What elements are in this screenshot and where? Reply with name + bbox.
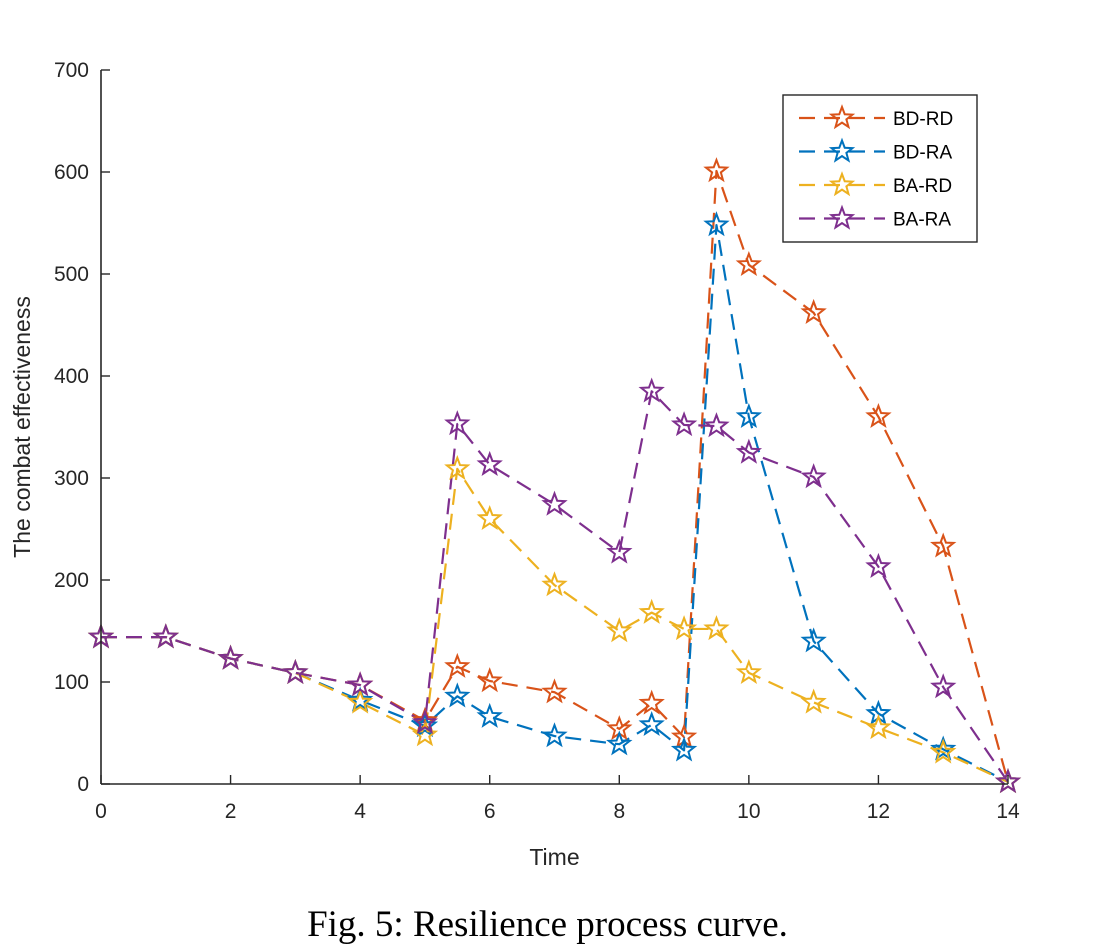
data-point-bd-ra xyxy=(476,702,503,728)
line-chart: 0 2 4 6 8 10 12 14 0 100 200 300 400 500 600 700 Time T… xyxy=(9,59,1022,870)
data-point-ba-ra xyxy=(152,623,179,649)
series-line-ba-ra xyxy=(101,390,1009,783)
x-tick-label: 8 xyxy=(613,800,625,823)
series-lines xyxy=(101,169,1010,783)
data-point-bd-rd xyxy=(865,402,892,429)
data-point-bd-ra xyxy=(800,627,827,653)
legend: BD-RD BD-RA BA-RD BA-RA xyxy=(782,94,978,243)
legend-marker-ba-ra xyxy=(828,204,856,230)
data-point-ba-ra xyxy=(346,671,374,697)
data-point-ba-rd xyxy=(865,714,892,740)
x-tick-label: 10 xyxy=(737,800,760,823)
data-point-bd-ra xyxy=(444,682,471,708)
data-point-ba-rd xyxy=(411,721,439,747)
x-tick-label: 6 xyxy=(484,800,496,823)
figure-caption: Fig. 5: Resilience process curve. xyxy=(307,904,788,945)
y-tick-label: 400 xyxy=(54,365,89,388)
data-point-ba-rd xyxy=(476,504,503,531)
x-tick-label: 14 xyxy=(996,800,1020,823)
data-point-ba-rd xyxy=(541,571,568,597)
data-point-ba-ra xyxy=(865,552,892,578)
data-point-ba-rd xyxy=(703,615,730,641)
series-line-bd-rd xyxy=(101,169,1010,783)
data-point-ba-rd xyxy=(606,617,633,643)
legend-label-ba-rd: BA-RD xyxy=(893,176,952,197)
data-point-ba-ra xyxy=(217,644,244,670)
y-tick-label: 0 xyxy=(77,773,89,796)
data-point-ba-ra xyxy=(476,450,503,476)
data-point-bd-rd xyxy=(638,689,665,715)
legend-marker-bd-rd xyxy=(828,104,856,130)
data-point-ba-rd xyxy=(444,454,471,481)
data-point-ba-rd xyxy=(346,688,374,714)
y-tick-label: 500 xyxy=(54,263,89,286)
data-point-ba-ra xyxy=(703,412,730,438)
data-point-bd-rd xyxy=(476,667,503,693)
legend-marker-bd-ra xyxy=(828,137,856,163)
data-point-bd-ra xyxy=(930,735,957,761)
data-point-bd-ra xyxy=(670,736,698,762)
data-point-ba-rd xyxy=(800,688,827,714)
data-point-ba-ra xyxy=(670,411,698,437)
data-point-ba-ra xyxy=(638,377,665,403)
data-point-ba-ra xyxy=(994,768,1022,794)
data-point-bd-rd xyxy=(800,298,827,324)
legend-label-ba-ra: BA-RA xyxy=(893,210,951,231)
legend-label-bd-rd: BD-RD xyxy=(893,109,953,130)
data-point-bd-rd xyxy=(444,652,471,678)
y-tick-label: 100 xyxy=(54,671,89,694)
data-point-ba-rd xyxy=(670,615,698,641)
data-point-ba-ra xyxy=(444,410,471,436)
data-point-ba-ra xyxy=(735,438,763,464)
x-tick-label: 4 xyxy=(354,800,366,823)
data-point-ba-ra xyxy=(541,490,568,516)
data-point-bd-ra xyxy=(703,211,730,237)
data-point-ba-rd xyxy=(930,738,957,764)
x-tick-label: 2 xyxy=(225,800,237,823)
y-axis-label: The combat effectiveness xyxy=(9,296,35,558)
data-point-ba-ra xyxy=(411,708,439,735)
y-tick-label: 200 xyxy=(54,569,89,592)
x-axis-label: Time xyxy=(529,844,579,870)
data-point-ba-ra xyxy=(800,463,827,489)
legend-label-bd-ra: BD-RA xyxy=(893,143,952,164)
data-point-bd-rd xyxy=(703,157,730,183)
y-tick-label: 300 xyxy=(54,467,89,490)
data-point-bd-ra xyxy=(606,730,633,756)
axes: 0 2 4 6 8 10 12 14 0 100 200 300 400 500 600 700 xyxy=(54,59,1020,823)
data-point-bd-ra xyxy=(638,710,665,737)
legend-marker-ba-rd xyxy=(828,171,856,197)
data-point-bd-rd xyxy=(930,532,957,558)
data-point-bd-rd xyxy=(541,678,568,704)
series-markers xyxy=(87,157,1022,794)
data-point-bd-rd xyxy=(735,250,763,277)
x-tick-label: 0 xyxy=(95,800,107,823)
data-point-ba-rd xyxy=(735,658,763,685)
y-tick-label: 600 xyxy=(54,161,89,184)
data-point-bd-ra xyxy=(735,402,763,429)
data-point-ba-ra xyxy=(282,658,309,685)
data-point-bd-ra xyxy=(541,722,568,748)
data-point-ba-ra xyxy=(606,538,633,564)
data-point-ba-rd xyxy=(638,598,665,624)
x-tick-label: 12 xyxy=(867,800,890,823)
data-point-bd-ra xyxy=(346,686,374,712)
series-line-bd-ra xyxy=(101,223,1009,783)
y-tick-label: 700 xyxy=(54,59,89,82)
data-point-ba-ra xyxy=(930,673,957,699)
